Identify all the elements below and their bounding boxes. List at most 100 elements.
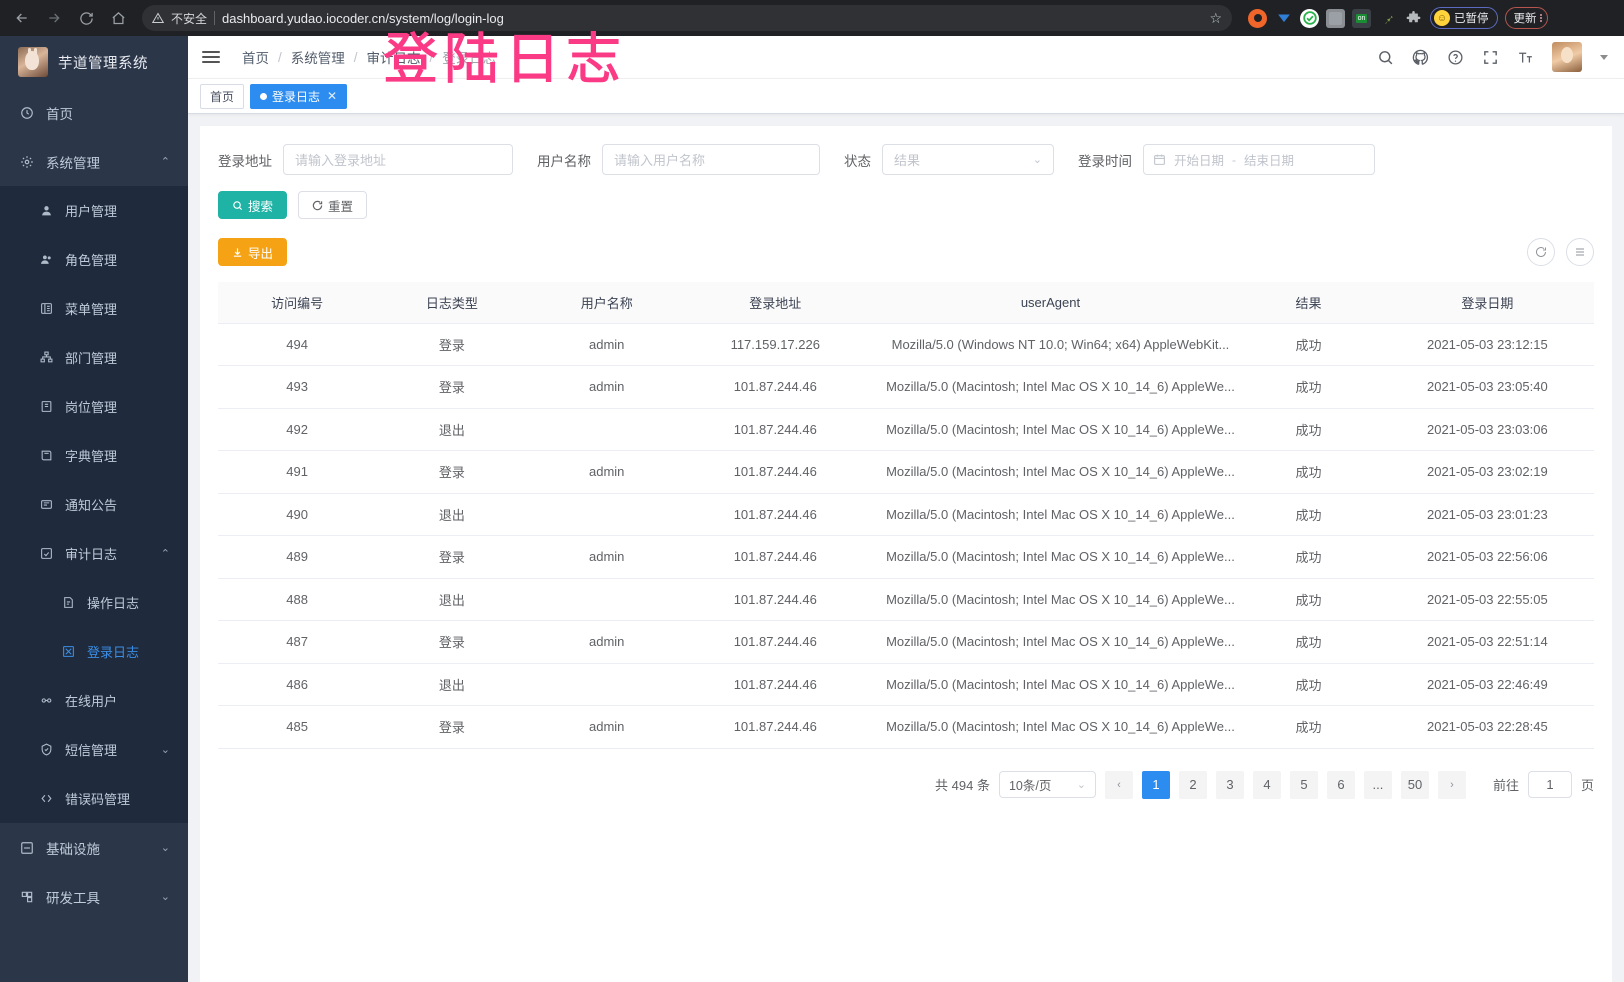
pagination-jump-suffix: 页 — [1580, 778, 1594, 793]
github-icon[interactable] — [1412, 49, 1429, 66]
reset-button[interactable]: 重置 — [298, 191, 368, 219]
sidebar-item-sms-mgmt[interactable]: 短信管理 ⌄ — [0, 725, 188, 774]
pagination-page-last[interactable]: 50 — [1400, 770, 1429, 799]
sidebar-item-user-mgmt[interactable]: 用户管理 — [0, 186, 188, 235]
filter-label: 状态 — [844, 153, 871, 169]
columns-settings-icon[interactable] — [1566, 238, 1594, 266]
sidebar-item-error-code[interactable]: 错误码管理 — [0, 774, 188, 823]
page-size-select[interactable]: 10条/页 ⌄ — [998, 771, 1096, 798]
pagination-page-4[interactable]: 4 — [1252, 770, 1281, 799]
breadcrumb-item-system[interactable]: 系统管理 — [290, 51, 345, 66]
pagination-prev[interactable]: ‹ — [1104, 770, 1133, 799]
sidebar-item-operation-log[interactable]: 操作日志 — [0, 578, 188, 627]
sidebar-item-label: 角色管理 — [65, 253, 118, 268]
hamburger-icon[interactable] — [202, 51, 220, 63]
pagination-ellipsis[interactable]: ... — [1363, 770, 1392, 799]
table-row[interactable]: 491 登录 admin 101.87.244.46 Mozilla/5.0 (… — [218, 450, 1594, 494]
sidebar-item-role-mgmt[interactable]: 角色管理 — [0, 235, 188, 284]
breadcrumb-item-audit[interactable]: 审计日志 — [366, 51, 421, 66]
close-icon[interactable]: ✕ — [327, 89, 338, 103]
home-icon[interactable] — [104, 4, 132, 32]
sidebar-item-home[interactable]: 首页 — [0, 88, 188, 137]
login-address-input[interactable]: 请输入登录地址 — [283, 144, 513, 175]
help-icon[interactable] — [1447, 49, 1464, 66]
pagination-next[interactable]: › — [1437, 770, 1466, 799]
back-arrow-icon[interactable] — [8, 4, 36, 32]
username-input[interactable]: 请输入用户名称 — [602, 144, 820, 175]
extension-paused-badge[interactable]: ☺ 已暂停 — [1430, 7, 1498, 29]
green-check-icon[interactable] — [1300, 8, 1319, 28]
pin-icon[interactable] — [1378, 9, 1397, 28]
pagination-page-3[interactable]: 3 — [1215, 770, 1244, 799]
column-header-date[interactable]: 登录日期 — [1380, 282, 1594, 324]
avatar[interactable] — [1552, 42, 1582, 72]
column-header-user[interactable]: 用户名称 — [527, 282, 686, 324]
column-header-no[interactable]: 访问编号 — [218, 282, 377, 324]
tag-home[interactable]: 首页 — [200, 83, 245, 109]
sidebar-item-post-mgmt[interactable]: 岗位管理 — [0, 382, 188, 431]
sidebar-item-menu-mgmt[interactable]: 菜单管理 — [0, 284, 188, 333]
column-header-type[interactable]: 日志类型 — [376, 282, 528, 324]
pagination-jump-input[interactable]: 1 — [1527, 771, 1572, 798]
brand[interactable]: 芋道管理系统 — [0, 36, 188, 88]
blue-diamond-icon[interactable] — [1274, 9, 1293, 28]
sidebar-item-system[interactable]: 系统管理 ⌃ — [0, 137, 188, 186]
fullscreen-icon[interactable] — [1482, 49, 1499, 66]
refresh-circle-icon[interactable] — [1527, 238, 1555, 266]
forward-arrow-icon[interactable] — [40, 4, 68, 32]
export-button[interactable]: 导出 — [218, 238, 288, 266]
main-area: 首页 / 系统管理 / 审计日志 / 登录日志 — [188, 36, 1624, 982]
sidebar-item-login-log[interactable]: 登录日志 — [0, 627, 188, 676]
bookmark-star-icon[interactable]: ☆ — [1209, 9, 1222, 26]
active-dot-icon — [260, 92, 268, 100]
tag-login-log[interactable]: 登录日志 ✕ — [250, 83, 348, 109]
sidebar-item-dict-mgmt[interactable]: 字典管理 — [0, 431, 188, 480]
pagination-page-2[interactable]: 2 — [1178, 770, 1207, 799]
table-row[interactable]: 487 登录 admin 101.87.244.46 Mozilla/5.0 (… — [218, 620, 1594, 664]
login-time-daterange[interactable]: 开始日期 - 结束日期 — [1143, 144, 1375, 175]
cell-result: 成功 — [1236, 705, 1381, 749]
table-row[interactable]: 492 退出 101.87.244.46 Mozilla/5.0 (Macint… — [218, 408, 1594, 451]
button-label: 搜索 — [248, 199, 274, 214]
sidebar-item-infra[interactable]: 基础设施 ⌄ — [0, 823, 188, 872]
table-row[interactable]: 490 退出 101.87.244.46 Mozilla/5.0 (Macint… — [218, 493, 1594, 536]
sidebar-item-audit-log[interactable]: 审计日志 ⌃ — [0, 529, 188, 578]
puzzle-icon[interactable] — [1404, 9, 1423, 28]
table-header-row: 访问编号 日志类型 用户名称 登录地址 userAgent 结果 登录日期 — [218, 282, 1594, 324]
breadcrumb-item-home[interactable]: 首页 — [242, 51, 269, 66]
table-row[interactable]: 493 登录 admin 101.87.244.46 Mozilla/5.0 (… — [218, 365, 1594, 409]
cell-addr: 101.87.244.46 — [685, 493, 865, 536]
sidebar-item-notice[interactable]: 通知公告 — [0, 480, 188, 529]
column-header-addr[interactable]: 登录地址 — [685, 282, 865, 324]
reload-icon[interactable] — [72, 4, 100, 32]
update-browser-button[interactable]: 更新 — [1504, 7, 1548, 29]
search-button[interactable]: 搜索 — [218, 191, 288, 219]
table-row[interactable]: 486 退出 101.87.244.46 Mozilla/5.0 (Macint… — [218, 663, 1594, 706]
orange-ring-icon[interactable] — [1248, 8, 1267, 28]
search-icon[interactable] — [1377, 49, 1394, 66]
pagination-page-6[interactable]: 6 — [1326, 770, 1355, 799]
tag-views: 首页 登录日志 ✕ — [188, 79, 1624, 114]
sidebar-item-dev-tools[interactable]: 研发工具 ⌄ — [0, 872, 188, 921]
sidebar-item-online-user[interactable]: 在线用户 — [0, 676, 188, 725]
font-size-icon[interactable] — [1517, 49, 1534, 66]
chrome-menu-icon[interactable] — [1539, 14, 1542, 22]
status-select[interactable]: 结果 ⌄ — [882, 144, 1054, 175]
blue-badge-icon[interactable] — [1326, 8, 1345, 28]
pagination-page-5[interactable]: 5 — [1289, 770, 1318, 799]
address-bar[interactable]: 不安全 dashboard.yudao.iocoder.cn/system/lo… — [142, 5, 1232, 31]
app-root: 芋道管理系统 首页 系统管理 ⌃ 用户 — [0, 36, 1624, 982]
green-on-icon[interactable]: on — [1352, 8, 1371, 28]
cell-addr: 101.87.244.46 — [685, 620, 865, 664]
sidebar-item-dept-mgmt[interactable]: 部门管理 — [0, 333, 188, 382]
table-row[interactable]: 494 登录 admin 117.159.17.226 Mozilla/5.0 … — [218, 323, 1594, 366]
table-row[interactable]: 489 登录 admin 101.87.244.46 Mozilla/5.0 (… — [218, 535, 1594, 579]
column-header-result[interactable]: 结果 — [1236, 282, 1381, 324]
cell-no: 485 — [218, 705, 377, 749]
pagination-page-1[interactable]: 1 — [1141, 770, 1170, 799]
table-row[interactable]: 488 退出 101.87.244.46 Mozilla/5.0 (Macint… — [218, 578, 1594, 621]
tools-icon — [19, 890, 35, 904]
column-header-ua[interactable]: userAgent — [864, 282, 1237, 324]
chevron-down-icon[interactable] — [1600, 54, 1608, 60]
table-row[interactable]: 485 登录 admin 101.87.244.46 Mozilla/5.0 (… — [218, 705, 1594, 749]
